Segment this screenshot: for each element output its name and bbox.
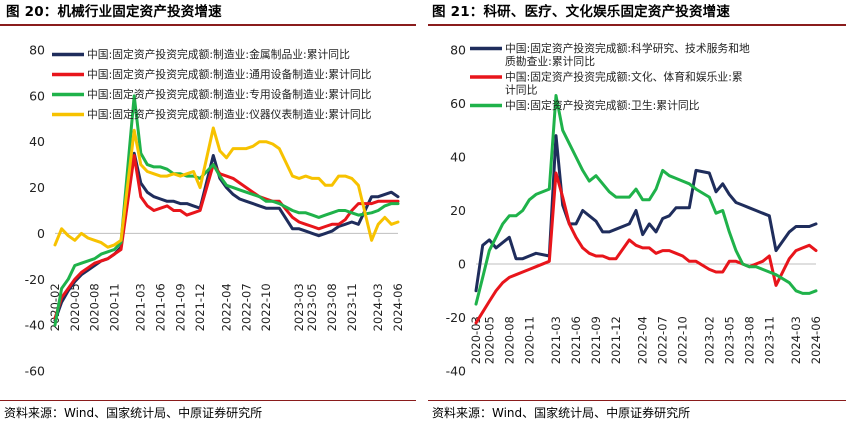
- x-tick-label: 2023-02: [702, 316, 716, 364]
- chart-panel-21: 图 21：科研、医疗、文化娱乐固定资产投资增速 -40 -20 0 20 40 60 80 2…: [428, 0, 849, 426]
- y-tick-label: -60: [25, 364, 45, 379]
- x-tick-label: 2022-07: [239, 283, 253, 331]
- y-tick-label: 0: [37, 226, 45, 241]
- y-tick-label: 0: [458, 257, 466, 272]
- y-tick-label: -20: [446, 310, 466, 325]
- x-tick-label: 2020-05: [68, 283, 82, 331]
- x-tick-label: 2020-11: [522, 316, 536, 364]
- y-tick-label: 80: [450, 43, 466, 58]
- series-line-2: [53, 154, 400, 320]
- legend-label-4: 中国:固定资产投资完成额:制造业:仪器仪表制造业:累计同比: [87, 107, 372, 121]
- series-line-1: [474, 134, 818, 293]
- line-chart-20: -60 -40 -20 0 20 40 60 80 2020-02 2020-05 2020-08 2…: [25, 43, 405, 379]
- y-tick-label: 40: [29, 134, 45, 149]
- series-line-4: [53, 126, 400, 249]
- x-tick-label: 2021-09: [589, 316, 603, 364]
- x-tick-label: 2023-11: [762, 316, 776, 364]
- y-tick-label: 40: [450, 150, 466, 165]
- y-tick-label: 60: [29, 88, 45, 103]
- legend-label-3: 中国:固定资产投资完成额:卫生:累计同比: [505, 98, 700, 112]
- bottom-rule-20: [0, 400, 416, 401]
- x-tick-label: 2020-05: [482, 316, 496, 364]
- x-tick-label: 2023-11: [345, 283, 359, 331]
- x-tick-label: 2022-04: [220, 283, 234, 331]
- x-tick-label: 2020-08: [88, 283, 102, 331]
- y-tick-label: 80: [29, 43, 45, 58]
- y-tick-label: -20: [25, 272, 45, 287]
- series-line-2: [474, 171, 818, 325]
- bottom-rule-21: [428, 400, 846, 401]
- y-tick-label: 20: [29, 180, 45, 195]
- top-rule-21: [428, 24, 846, 26]
- x-tick-label: 2021-06: [569, 316, 583, 364]
- legend-label-1: 中国:固定资产投资完成额:科学研究、技术服务和地质勘查业:累计同比: [505, 41, 750, 68]
- y-tick-label: -40: [446, 364, 466, 379]
- x-tick-label: 2024-03: [371, 283, 385, 331]
- x-tick-label: 2023-08: [325, 283, 339, 331]
- legend-label-3: 中国:固定资产投资完成额:制造业:专用设备制造业:累计同比: [87, 87, 372, 101]
- x-tick-label: 2022-07: [656, 316, 670, 364]
- y-tick-label: -40: [25, 318, 45, 333]
- chart-panel-20: 图 20：机械行业固定资产投资增速 -60 -40 -20 0 20 40 60 80 2020…: [0, 0, 422, 426]
- x-tick-label: 2021-12: [609, 316, 623, 364]
- x-tick-label: 2021-12: [193, 283, 207, 331]
- x-tick-label: 2020-03: [469, 316, 483, 364]
- x-tick-label: 2020-11: [107, 283, 121, 331]
- x-tick-label: 2021-03: [549, 316, 563, 364]
- legend-label-1: 中国:固定资产投资完成额:制造业:金属制品业:累计同比: [87, 47, 350, 61]
- source-note-21: 资料来源：Wind、国家统计局、中原证券研究所: [432, 406, 691, 420]
- x-tick-label: 2020-08: [502, 316, 516, 364]
- legend-label-2: 中国:固定资产投资完成额:制造业:通用设备制造业:累计同比: [87, 67, 372, 81]
- series-line-3: [474, 94, 818, 306]
- x-tick-label: 2022-10: [259, 283, 273, 331]
- x-tick-label: 2024-06: [809, 316, 823, 364]
- figure-title-20: 图 20：机械行业固定资产投资增速: [6, 4, 222, 20]
- x-tick-label: 2023-05: [722, 316, 736, 364]
- x-tick-label: 2024-06: [391, 283, 405, 331]
- x-tick-label: 2023-08: [742, 316, 756, 364]
- y-tick-label: 20: [450, 203, 466, 218]
- source-note-20: 资料来源：Wind、国家统计局、中原证券研究所: [4, 406, 263, 420]
- x-tick-label: 2021-03: [134, 283, 148, 331]
- y-tick-label: 60: [450, 96, 466, 111]
- x-tick-label: 2021-06: [154, 283, 168, 331]
- figure-title-21: 图 21：科研、医疗、文化娱乐固定资产投资增速: [432, 4, 731, 20]
- legend-label-2: 中国:固定资产投资完成额:文化、体育和娱乐业:累计同比: [505, 70, 743, 97]
- x-tick-label: 2022-04: [636, 316, 650, 364]
- x-tick-label: 2020-02: [48, 283, 62, 331]
- top-rule-20: [0, 24, 416, 26]
- x-tick-label: 2023-05: [305, 283, 319, 331]
- x-tick-label: 2021-09: [173, 283, 187, 331]
- line-chart-21: -40 -20 0 20 40 60 80 2020-03 2020-05 2020-08 2020…: [446, 41, 823, 379]
- series-line-3: [53, 94, 400, 327]
- x-tick-label: 2022-10: [676, 316, 690, 364]
- x-tick-label: 2024-03: [789, 316, 803, 364]
- x-tick-label: 2023-03: [292, 283, 306, 331]
